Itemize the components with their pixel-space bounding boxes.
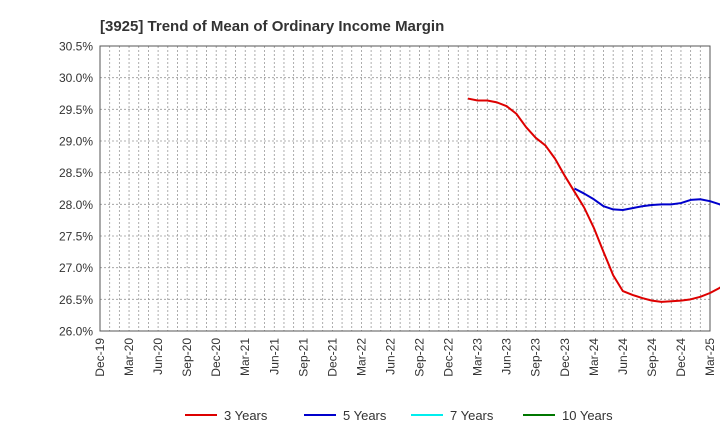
y-tick-label: 30.5% xyxy=(59,40,93,54)
legend-label: 5 Years xyxy=(343,408,387,423)
legend-label: 7 Years xyxy=(450,408,494,423)
legend-label: 3 Years xyxy=(224,408,268,423)
y-tick-label: 29.5% xyxy=(59,103,93,117)
legend-label: 10 Years xyxy=(562,408,613,423)
chart-title: [3925] Trend of Mean of Ordinary Income … xyxy=(100,18,444,35)
series-line-3-years xyxy=(467,97,720,303)
x-tick-label: Mar-23 xyxy=(471,338,485,376)
x-tick-label: Jun-20 xyxy=(151,338,165,375)
x-tick-label: Sep-23 xyxy=(529,338,543,377)
series-line-5-years xyxy=(573,187,720,212)
y-tick-label: 27.5% xyxy=(59,230,93,244)
x-tick-label: Dec-22 xyxy=(442,338,456,377)
y-tick-label: 30.0% xyxy=(59,71,93,85)
x-tick-label: Mar-20 xyxy=(122,338,136,376)
x-tick-label: Jun-24 xyxy=(616,338,630,375)
x-tick-label: Mar-21 xyxy=(238,338,252,376)
series-layer xyxy=(467,97,720,303)
x-tick-label: Mar-22 xyxy=(354,338,368,376)
x-tick-label: Dec-20 xyxy=(209,338,223,377)
x-tick-label: Mar-25 xyxy=(703,338,717,376)
y-tick-labels: 26.0% 26.5% 27.0% 27.5% 28.0% 28.5% 29.0% 29.5%… xyxy=(59,40,93,339)
x-tick-label: Sep-20 xyxy=(180,338,194,377)
x-tick-label: Dec-24 xyxy=(674,338,688,377)
x-tick-label: Dec-21 xyxy=(325,338,339,377)
x-tick-label: Sep-22 xyxy=(413,338,427,377)
y-tick-label: 27.0% xyxy=(59,261,93,275)
x-tick-label: Sep-24 xyxy=(645,338,659,377)
x-tick-label: Jun-21 xyxy=(267,338,281,375)
y-tick-label: 28.0% xyxy=(59,198,93,212)
grid-layer xyxy=(99,45,711,332)
plot-area-frame xyxy=(99,45,711,332)
y-tick-label: 26.5% xyxy=(59,293,93,307)
x-tick-label: Jun-23 xyxy=(500,338,514,375)
x-tick-label: Sep-21 xyxy=(296,338,310,377)
y-tick-label: 26.0% xyxy=(59,325,93,339)
y-tick-label: 29.0% xyxy=(59,135,93,149)
x-tick-label: Mar-24 xyxy=(587,338,601,376)
x-tick-label: Dec-19 xyxy=(93,338,107,377)
x-tick-labels: Dec-19 Mar-20 Jun-20 Sep-20 Dec-20 Mar-21 Jun-… xyxy=(93,338,717,377)
x-tick-label: Dec-23 xyxy=(558,338,572,377)
x-tick-label: Jun-22 xyxy=(383,338,397,375)
legend: 3 Years 5 Years 7 Years 10 Years xyxy=(185,408,613,423)
y-tick-label: 28.5% xyxy=(59,166,93,180)
